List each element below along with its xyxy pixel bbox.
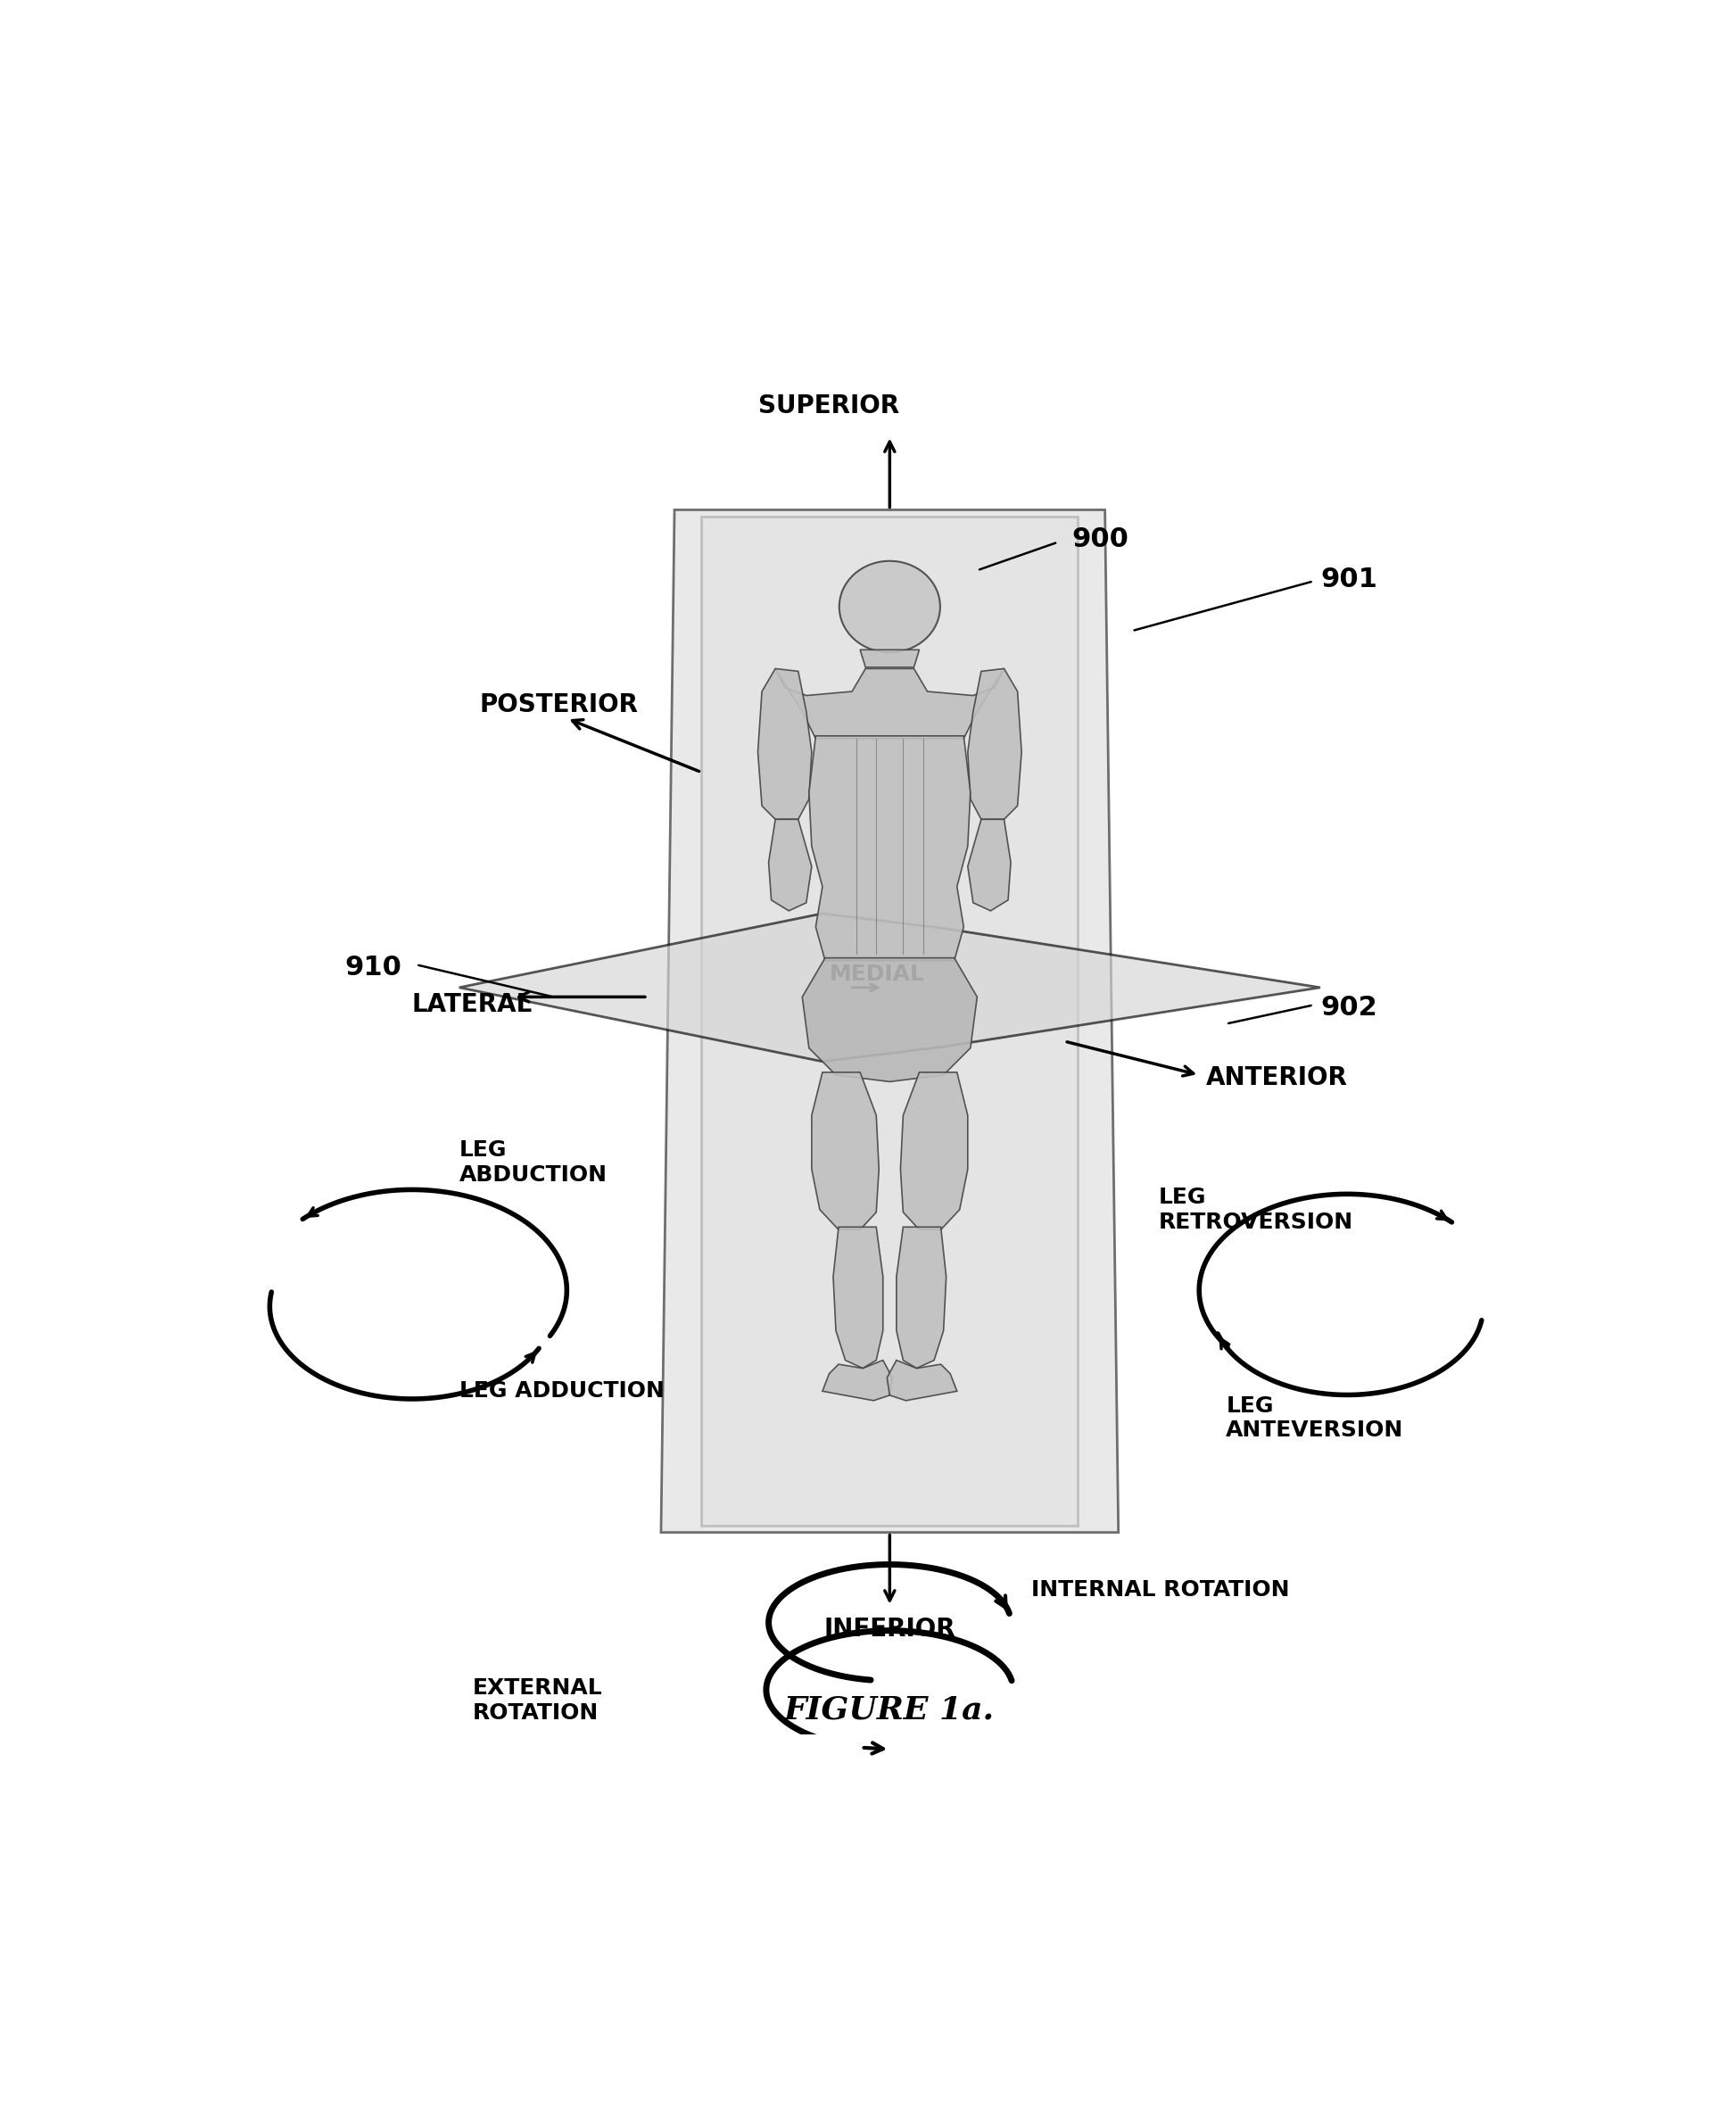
- Polygon shape: [701, 517, 1078, 1526]
- Text: SUPERIOR: SUPERIOR: [759, 393, 899, 418]
- Polygon shape: [901, 1072, 967, 1230]
- Text: LEG ADDUCTION: LEG ADDUCTION: [458, 1381, 665, 1402]
- Text: 910: 910: [345, 954, 401, 980]
- Text: FIGURE 1a.: FIGURE 1a.: [785, 1694, 995, 1726]
- Text: LEG
ANTEVERSION: LEG ANTEVERSION: [1226, 1396, 1404, 1442]
- Polygon shape: [802, 959, 977, 1083]
- Text: 901: 901: [1321, 568, 1377, 593]
- Polygon shape: [458, 914, 1321, 1062]
- Text: LEG
ABDUCTION: LEG ABDUCTION: [458, 1139, 608, 1186]
- Text: 900: 900: [1071, 526, 1128, 553]
- Text: 902: 902: [1321, 994, 1377, 1022]
- Polygon shape: [967, 668, 1021, 820]
- Ellipse shape: [838, 561, 941, 652]
- Polygon shape: [823, 1360, 892, 1400]
- Polygon shape: [967, 820, 1010, 910]
- Polygon shape: [887, 1360, 957, 1400]
- Text: MEDIAL: MEDIAL: [830, 963, 925, 984]
- Polygon shape: [812, 1072, 878, 1230]
- Polygon shape: [661, 511, 1118, 1532]
- Text: LATERAL: LATERAL: [411, 992, 533, 1017]
- Polygon shape: [759, 668, 812, 820]
- Polygon shape: [769, 820, 812, 910]
- Text: EXTERNAL
ROTATION: EXTERNAL ROTATION: [472, 1677, 602, 1724]
- Polygon shape: [809, 736, 970, 961]
- Text: LEG
RETROVERSION: LEG RETROVERSION: [1160, 1186, 1354, 1232]
- Polygon shape: [896, 1228, 946, 1368]
- Text: INFERIOR: INFERIOR: [825, 1616, 955, 1642]
- Polygon shape: [859, 650, 920, 666]
- Polygon shape: [833, 1228, 884, 1368]
- Text: ANTERIOR: ANTERIOR: [1207, 1066, 1347, 1091]
- Polygon shape: [776, 668, 1003, 738]
- Text: POSTERIOR: POSTERIOR: [479, 692, 639, 717]
- Text: INTERNAL ROTATION: INTERNAL ROTATION: [1031, 1579, 1290, 1602]
